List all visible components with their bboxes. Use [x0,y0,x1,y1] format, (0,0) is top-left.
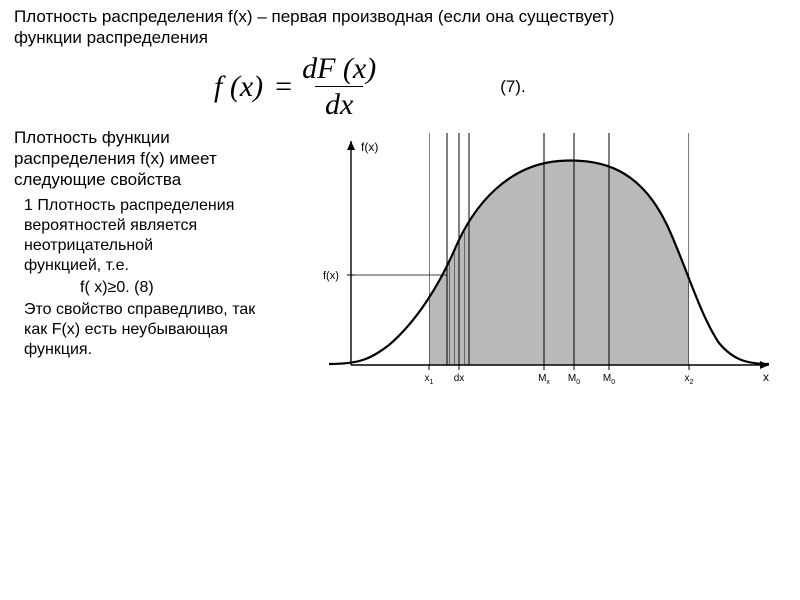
equals-sign: = [275,70,292,104]
equation-number-7: (7). [500,77,526,97]
svg-text:f(x): f(x) [323,270,339,282]
prop1-l6: как F(x) есть неубывающая [24,320,299,340]
definition-line2: функции распределения [14,27,786,48]
fraction-numerator: dF (x) [298,53,380,87]
properties-intro-3: следующие свойства [14,169,299,190]
svg-text:f(x): f(x) [361,140,378,154]
svg-text:dx: dx [454,373,465,384]
density-chart: f(x)xf(x)x1dxMxM0M0x2 [299,133,779,403]
prop1-l5: Это свойство справедливо, так [24,300,299,320]
properties-intro-2: распределения f(x) имеет [14,148,299,169]
definition-line1: Плотность распределения f(x) – первая пр… [14,6,786,27]
prop1-l1: 1 Плотность распределения [24,196,299,216]
properties-intro-1: Плотность функции [14,127,299,148]
formula-lhs: f (x) [214,70,263,104]
prop1-l7: функция. [24,340,299,360]
prop1-l4: функцией, т.е. [24,256,299,276]
fraction-denominator: dx [315,86,363,121]
equation-8: f( x)≥0. (8) [24,278,299,298]
prop1-l3: неотрицательной [24,236,299,256]
formula-7: f (x) = dF (x) dx (7). [14,53,786,121]
fraction: dF (x) dx [298,53,380,121]
prop1-l2: вероятностей является [24,216,299,236]
svg-text:x: x [763,370,769,384]
property-1: 1 Плотность распределения вероятностей я… [14,190,299,360]
